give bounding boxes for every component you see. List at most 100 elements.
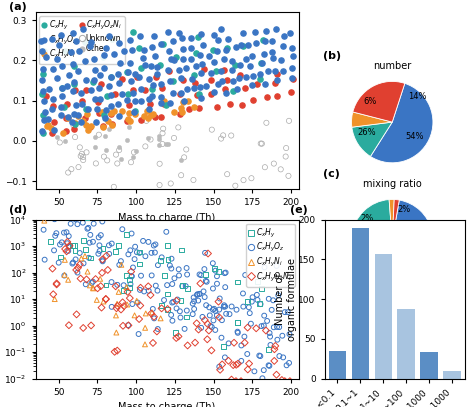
Point	[229, 362, 237, 368]
Point	[184, 285, 191, 291]
Point	[136, 287, 144, 293]
Point	[239, 43, 247, 49]
Point	[39, 129, 47, 136]
Point	[99, 258, 107, 265]
Text: 74%: 74%	[379, 262, 398, 271]
Point	[132, 148, 140, 154]
Point	[48, 129, 55, 136]
Point	[178, 282, 186, 289]
Bar	[443, 371, 461, 379]
Point	[285, 360, 293, 366]
Point	[115, 289, 122, 295]
Point	[133, 249, 141, 256]
Point	[100, 298, 107, 305]
Point	[125, 102, 133, 109]
Point	[128, 268, 135, 275]
Point	[137, 272, 145, 279]
Point	[71, 242, 79, 248]
Point	[112, 329, 120, 336]
Point	[201, 249, 209, 256]
Point	[81, 253, 89, 259]
Point	[127, 247, 134, 254]
Point	[201, 266, 208, 272]
Point	[127, 281, 134, 287]
Point	[210, 89, 218, 95]
Point	[100, 111, 108, 118]
Bar	[420, 352, 438, 379]
Point	[175, 266, 182, 273]
Point	[211, 308, 219, 314]
Point	[118, 107, 126, 114]
Point	[63, 248, 70, 254]
Point	[108, 103, 115, 109]
Point	[166, 262, 173, 269]
Point	[137, 117, 145, 123]
Point	[127, 159, 135, 166]
Point	[200, 288, 207, 295]
Point	[131, 71, 138, 78]
Point	[73, 37, 80, 44]
Point	[225, 35, 232, 42]
Point	[257, 301, 264, 307]
Point	[51, 296, 58, 302]
Point	[75, 164, 82, 171]
Point	[241, 272, 249, 278]
Point	[131, 256, 138, 263]
Point	[111, 348, 118, 355]
Point	[260, 51, 268, 58]
Point	[288, 65, 296, 71]
Point	[203, 278, 210, 285]
Point	[41, 109, 49, 115]
Point	[215, 298, 222, 305]
Point	[243, 56, 250, 62]
Point	[152, 282, 160, 289]
Point	[150, 242, 158, 249]
Point	[84, 105, 92, 112]
Point	[247, 175, 255, 182]
Point	[180, 55, 187, 62]
Point	[141, 325, 149, 331]
Point	[100, 123, 107, 130]
Point	[234, 85, 241, 92]
Point	[78, 101, 86, 107]
Point	[101, 115, 109, 121]
Point	[220, 304, 228, 310]
Point	[149, 110, 157, 117]
Point	[157, 315, 164, 322]
Point	[134, 299, 141, 306]
Point	[102, 44, 110, 51]
Point	[49, 103, 57, 109]
Point	[71, 79, 78, 85]
Point	[240, 177, 247, 184]
Point	[153, 74, 160, 80]
Bar	[398, 309, 415, 379]
Point	[215, 306, 223, 313]
Point	[117, 306, 125, 313]
Point	[156, 182, 164, 188]
Point	[101, 132, 109, 139]
Point	[280, 33, 288, 39]
Point	[191, 63, 199, 69]
Point	[288, 45, 295, 51]
Point	[139, 238, 147, 244]
Point	[164, 242, 171, 248]
Legend: $C_xH_y$, $C_xH_yO_z$, $C_xH_yN_i$, $C_xH_yO_zN_i$, Unknown, Other: $C_xH_y$, $C_xH_yO_z$, $C_xH_yN_i$, $C_x…	[39, 16, 125, 64]
Point	[179, 98, 187, 105]
Point	[210, 59, 218, 65]
Point	[164, 28, 172, 35]
Point	[169, 90, 177, 96]
Point	[147, 112, 155, 118]
Point	[214, 36, 222, 43]
Point	[212, 68, 219, 74]
Point	[273, 324, 281, 330]
Point	[149, 340, 157, 346]
Point	[167, 180, 174, 187]
Point	[76, 261, 83, 268]
Point	[216, 363, 223, 370]
Point	[166, 78, 173, 84]
Point	[201, 294, 209, 300]
Point	[42, 215, 50, 221]
Point	[71, 134, 79, 140]
Point	[201, 66, 208, 72]
Point	[205, 327, 213, 334]
